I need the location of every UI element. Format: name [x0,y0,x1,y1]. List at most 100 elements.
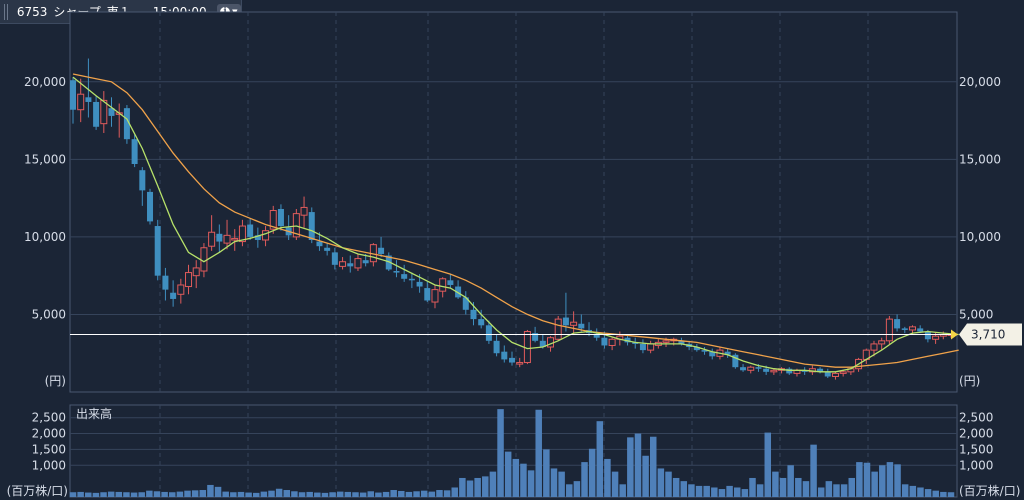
candle-body-down [493,340,500,354]
volume-bar [817,487,825,497]
candle-body-down [539,340,546,348]
volume-tick-label-right: 2,500 [959,411,993,425]
candle-body-up [908,326,916,331]
volume-bar [588,448,596,497]
candle-body-down [424,288,431,301]
candle-body-down [216,233,223,242]
volume-bar [382,491,390,497]
candle-body-down [247,224,254,237]
candle-body-down [501,351,508,360]
candle-body-down [416,281,423,287]
volume-bar [100,492,107,497]
volume-bar [566,484,573,497]
volume-bar [153,491,161,497]
volume-bar [459,477,466,497]
volume-bar [466,480,474,497]
candle-body-down [709,351,716,357]
volume-bar [756,484,764,497]
candle-body-up [177,284,185,295]
volume-bar [596,421,604,497]
candle-body-down [378,247,385,254]
volume-bar [275,488,283,497]
candle-body-up [608,338,616,346]
candle-body-down [732,354,739,368]
volume-bar [665,471,672,497]
volume-bar [825,481,833,497]
price-tick-label-right: 20,000 [959,75,1001,89]
volume-bar [749,477,756,497]
volume-bar [581,462,588,497]
volume-bar [856,462,863,497]
volume-bar [680,481,688,497]
candle-body-up [662,340,670,343]
candle-body-up [339,261,347,267]
volume-bar [764,432,772,497]
candle-body-up [831,372,839,377]
volume-bar [214,486,222,497]
candle-body-up [878,340,886,345]
volume-bar [649,436,657,497]
drag-grip-icon[interactable] [4,3,9,20]
last-price-tag [959,323,1022,346]
candle-body-up [439,278,447,292]
candle-body-down [924,331,931,340]
candle-body-up [885,318,893,342]
volume-bar [191,490,199,497]
candle-body-down [277,208,284,227]
volume-bar [619,484,626,497]
candle-body-down [324,247,331,251]
price-unit-label-right: (円) [959,374,980,388]
candle-body-down [393,271,400,273]
volume-bar [176,491,184,497]
candle-body-down [316,241,323,247]
volume-bar [688,484,695,497]
volume-tick-label-left: 1,000 [32,458,66,472]
candle-body-down [678,340,685,344]
candle-body-up [523,331,531,364]
volume-bar [527,470,535,497]
volume-bar [443,490,451,497]
volume-bar [947,492,955,497]
volume-bar [810,444,817,497]
volume-bar [840,484,848,497]
candle-body-up [192,267,200,277]
candle-body-up [223,234,231,244]
candle-body-down [624,337,631,343]
volume-bar [772,471,779,497]
candle-body-up [208,231,216,247]
volume-bar [291,491,298,497]
volume-tick-label-right: 1,500 [959,442,993,456]
volume-bar [611,471,619,497]
volume-bar [130,492,138,497]
candle-body-up [292,213,300,238]
candle-body-down [901,328,908,330]
volume-bar [802,481,810,497]
candle-body-down [632,342,639,344]
candle-body-down [763,368,770,372]
volume-bar [314,492,321,497]
volume-bar [283,490,291,497]
candle-body-down [462,297,469,310]
volume-tick-label-right: 2,000 [959,427,993,441]
volume-bar [359,492,367,497]
candle-body-down [347,263,354,267]
candle-body-up [269,210,277,230]
volume-bar [573,481,581,497]
volume-bar [833,484,840,497]
volume-bar [69,492,77,497]
volume-bar [405,491,413,497]
candle-body-up [238,225,246,243]
volume-bar [504,451,512,497]
candle-body-down [401,274,408,279]
price-tick-label-left: 15,000 [24,152,66,166]
candle-body-down [154,226,161,276]
volume-bar [558,471,565,497]
volume-bar [474,477,481,497]
volume-bar [107,491,115,497]
volume-bar [909,485,917,497]
volume-bar [451,487,458,497]
candle-body-up [647,343,655,351]
volume-bar [718,489,726,497]
candle-body-up [431,289,439,303]
